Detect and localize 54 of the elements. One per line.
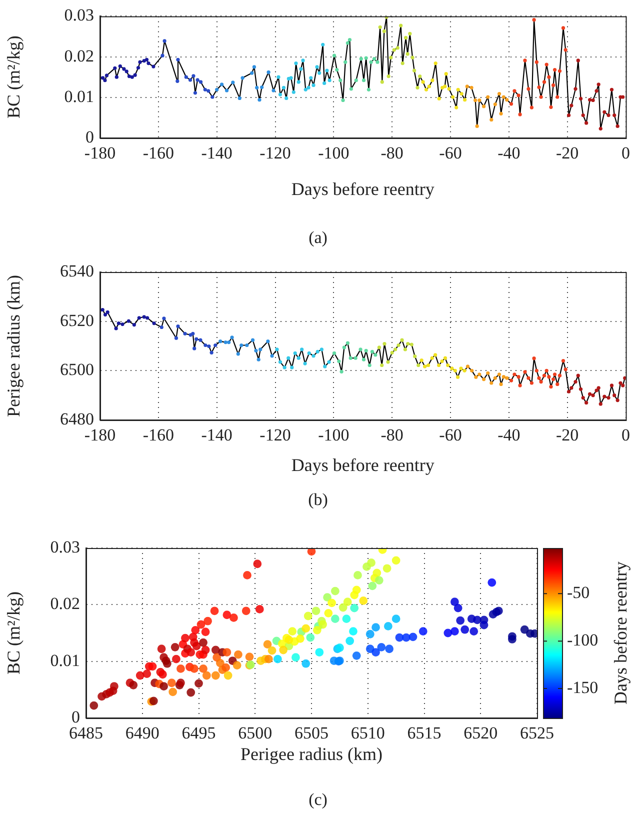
x-tick-label: 6520	[464, 724, 498, 743]
x-tick-label: -100	[318, 144, 350, 163]
x-tick-label: 6485	[69, 724, 103, 743]
color-bar-title: Days before reentry	[610, 562, 631, 704]
y-axis-title: BC (m²/kg)	[4, 592, 24, 674]
y-tick-label: 0	[72, 707, 80, 726]
x-tick-label: -20	[556, 426, 579, 445]
x-axis-title: Days before reentry	[291, 178, 434, 199]
y-tick-label: 0	[86, 127, 94, 146]
x-tick-label: 6505	[294, 724, 328, 743]
x-tick-label: 0	[622, 426, 630, 445]
x-tick-label: -40	[498, 426, 520, 445]
y-tick-label: 6520	[60, 310, 94, 330]
y-axis-title: BC (m²/kg)	[4, 36, 24, 119]
x-tick-label: -180	[84, 144, 116, 163]
y-tick-label: 6500	[60, 360, 94, 380]
x-tick-label: -80	[380, 426, 404, 445]
x-tick-label: -80	[380, 144, 404, 163]
color-bar-label: -100	[567, 630, 598, 650]
x-axis-title: Days before reentry	[291, 454, 434, 475]
color-bar-label: -150	[567, 678, 598, 698]
x-tick-label: -20	[556, 144, 579, 163]
x-tick-label: -100	[318, 426, 350, 445]
x-tick-label: -120	[260, 144, 291, 163]
x-tick-label: -160	[142, 144, 174, 163]
x-tick-label: 0	[622, 144, 630, 163]
x-tick-label: 6490	[125, 724, 160, 743]
x-tick-label: -120	[260, 426, 291, 445]
x-tick-label: -140	[201, 426, 232, 445]
x-tick-label: 6525	[520, 724, 554, 743]
x-tick-label: 6510	[350, 724, 385, 743]
y-tick-label: 0.01	[50, 650, 80, 670]
x-tick-label: -180	[84, 426, 116, 445]
x-tick-label: -160	[142, 426, 174, 445]
y-tick-label: 6480	[60, 409, 94, 428]
x-tick-label: 6495	[182, 724, 216, 743]
x-tick-label: -60	[439, 144, 462, 163]
y-tick-label: 6540	[60, 261, 94, 280]
x-tick-label: -140	[201, 144, 232, 163]
x-axis-title: Perigee radius (km)	[240, 744, 382, 764]
y-tick-label: 0.03	[64, 6, 94, 25]
color-bar-label: -50	[567, 583, 590, 602]
y-tick-label: 0.02	[50, 594, 80, 614]
x-tick-label: 6515	[407, 724, 442, 743]
y-tick-label: 0.03	[50, 537, 80, 556]
y-tick-label: 0.01	[64, 86, 94, 106]
x-tick-label: 6500	[238, 724, 272, 743]
text: (c)	[308, 790, 328, 810]
x-tick-label: -40	[498, 144, 520, 163]
y-tick-label: 0.02	[64, 46, 94, 66]
y-axis-title: Perigee radius (km)	[4, 275, 24, 417]
x-tick-label: -60	[439, 426, 462, 445]
text: (a)	[308, 228, 328, 248]
text: (b)	[307, 490, 329, 510]
